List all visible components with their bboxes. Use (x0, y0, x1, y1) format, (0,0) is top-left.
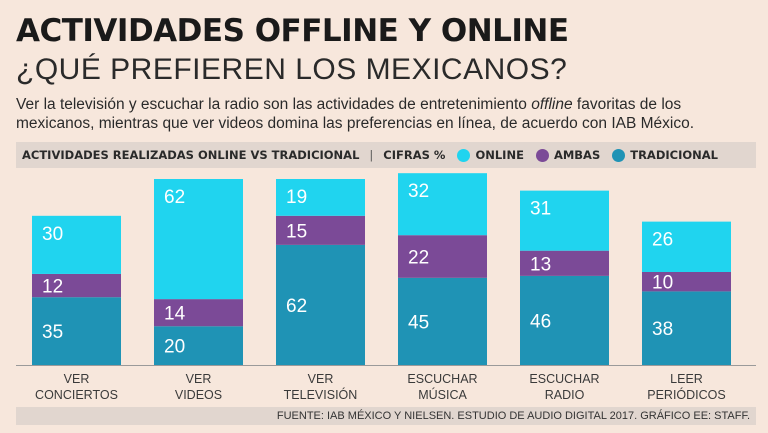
chart-title: ACTIVIDADES OFFLINE Y ONLINE (16, 13, 569, 49)
data-label-online-1: 62 (164, 187, 185, 208)
bar-online-5 (642, 221, 731, 272)
bar-ambas-2 (276, 215, 365, 245)
bar-ambas-1 (154, 299, 243, 327)
data-label-tradicional-0: 35 (42, 322, 63, 343)
chart-description: Ver la televisión y escuchar la radio so… (16, 95, 756, 133)
data-label-online-2: 19 (286, 187, 307, 208)
legend-item-online: ONLINE (457, 148, 524, 162)
legend-title: ACTIVIDADES REALIZADAS ONLINE VS TRADICI… (22, 148, 360, 162)
legend-separator: | (369, 148, 374, 162)
bar-online-3 (398, 173, 487, 236)
data-label-ambas-3: 22 (408, 248, 429, 269)
data-label-ambas-5: 10 (652, 273, 673, 294)
description-part-2: favoritas de los mexicanos, mientras que… (16, 96, 695, 132)
legend-swatch-tradicional (612, 148, 626, 162)
bar-online-0 (32, 215, 121, 274)
legend-item-tradicional: TRADICIONAL (612, 148, 718, 162)
bar-tradicional-4 (520, 275, 609, 365)
bar-tradicional-0 (32, 297, 121, 365)
category-label-4-1: RADIO (545, 388, 585, 402)
data-label-ambas-0: 12 (42, 277, 63, 298)
legend-swatch-ambas (535, 148, 549, 162)
bar-tradicional-2 (276, 244, 365, 365)
data-label-tradicional-4: 46 (530, 311, 551, 332)
bar-online-2 (276, 179, 365, 216)
bar-tradicional-1 (154, 326, 243, 365)
category-label-2-1: TELEVISIÓN (284, 387, 358, 402)
bar-online-1 (154, 179, 243, 300)
legend-label-online: ONLINE (475, 148, 524, 162)
category-label-1-0: VER (186, 372, 212, 386)
legend-label-ambas: AMBAS (553, 148, 601, 162)
legend-bar: ACTIVIDADES REALIZADAS ONLINE VS TRADICI… (16, 142, 756, 168)
data-label-tradicional-2: 62 (286, 296, 307, 317)
bar-ambas-4 (520, 250, 609, 276)
chart-subtitle: ¿QUÉ PREFIEREN LOS MEXICANOS? (16, 53, 568, 86)
bar-ambas-5 (642, 272, 731, 292)
data-label-online-3: 32 (408, 181, 429, 202)
data-label-tradicional-5: 38 (652, 319, 673, 340)
data-label-tradicional-1: 20 (164, 337, 185, 358)
category-label-3-1: MÚSICA (418, 387, 467, 402)
bar-online-4 (520, 190, 609, 251)
data-label-tradicional-3: 45 (408, 312, 429, 333)
source-footer: FUENTE: IAB MÉXICO Y NIELSEN. ESTUDIO DE… (16, 407, 756, 425)
category-label-0-0: VER (64, 372, 90, 386)
category-label-1-1: VIDEOS (175, 388, 222, 402)
data-label-online-4: 31 (530, 199, 551, 220)
data-label-ambas-4: 13 (530, 254, 551, 275)
data-label-online-5: 26 (652, 230, 673, 251)
data-label-ambas-1: 14 (164, 304, 186, 325)
legend-item-ambas: AMBAS (535, 148, 601, 162)
bar-tradicional-3 (398, 277, 487, 365)
description-italic: offline (531, 96, 573, 113)
bar-ambas-3 (398, 235, 487, 278)
bar-tradicional-5 (642, 291, 731, 365)
data-label-online-0: 30 (42, 224, 63, 245)
category-label-5-1: PERIÓDICOS (647, 387, 726, 402)
description-part-1: Ver la televisión y escuchar la radio so… (16, 96, 532, 113)
category-label-0-1: CONCIERTOS (35, 388, 118, 402)
category-label-4-0: ESCUCHAR (529, 372, 599, 386)
data-label-ambas-2: 15 (286, 221, 307, 242)
category-label-5-0: LEER (670, 372, 703, 386)
bar-ambas-0 (32, 273, 121, 298)
category-label-3-0: ESCUCHAR (407, 372, 477, 386)
legend-unit: CIFRAS % (383, 148, 446, 162)
category-label-2-0: VER (308, 372, 334, 386)
legend-label-tradicional: TRADICIONAL (630, 148, 719, 162)
legend-swatch-online (457, 148, 471, 162)
